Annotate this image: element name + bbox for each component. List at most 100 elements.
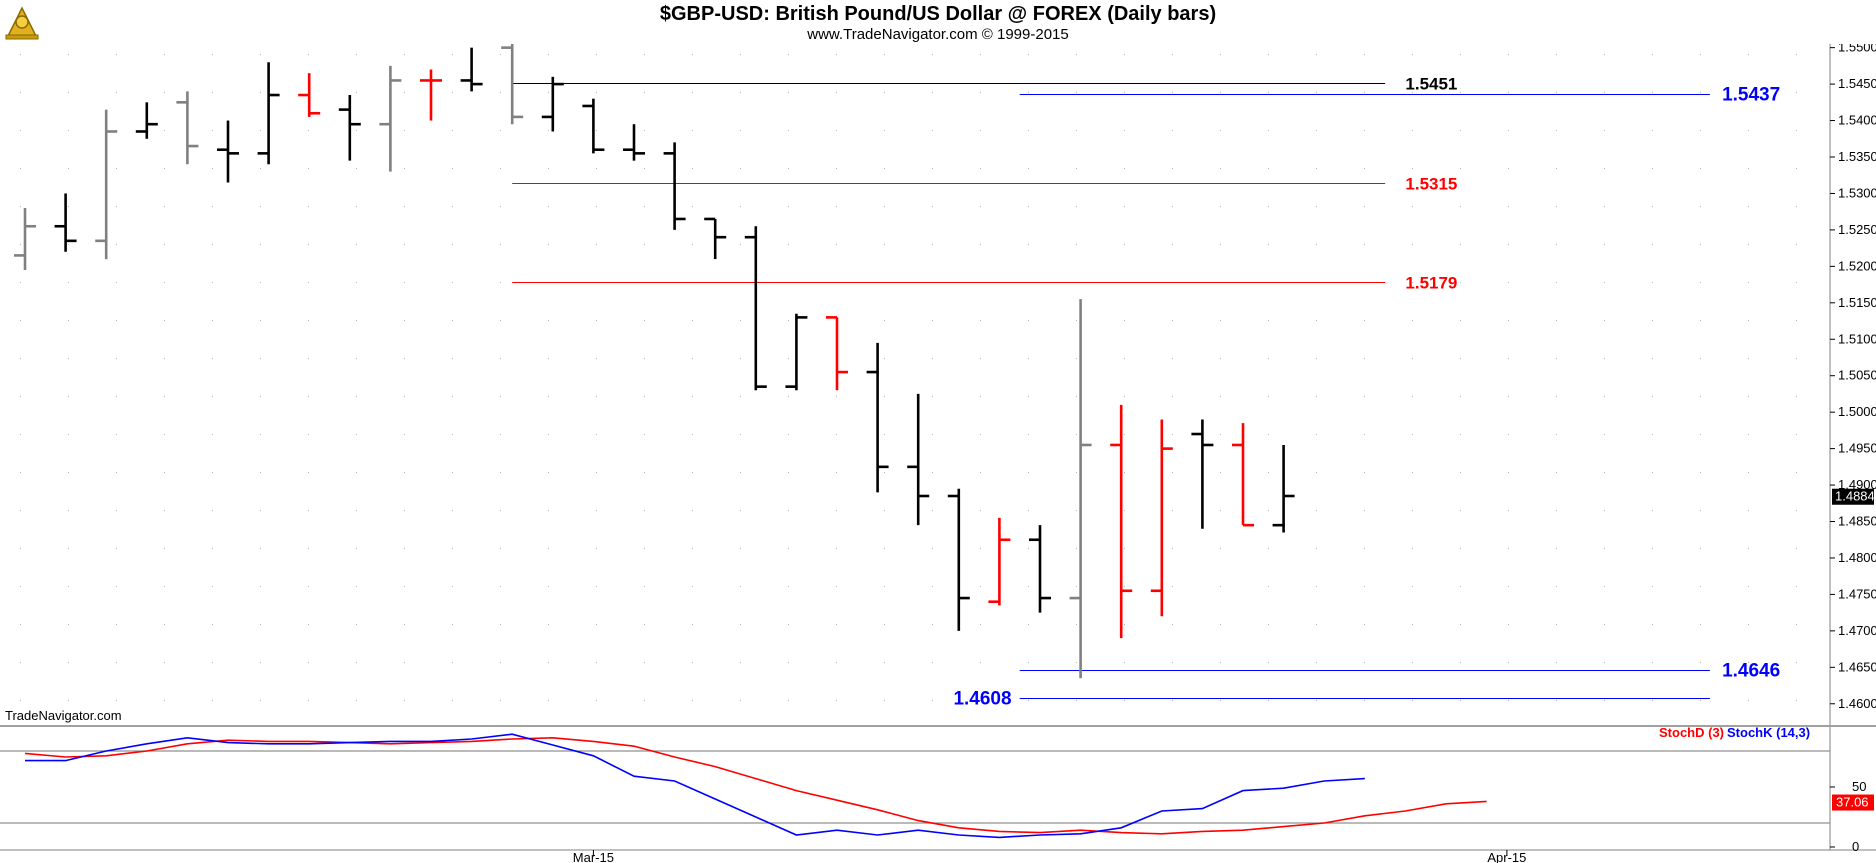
grid-dot bbox=[692, 662, 693, 663]
grid-dot bbox=[1460, 472, 1461, 473]
grid-dot bbox=[164, 92, 165, 93]
grid-dot bbox=[884, 548, 885, 549]
grid-dot bbox=[68, 320, 69, 321]
grid-dot bbox=[1652, 320, 1653, 321]
grid-dot bbox=[692, 510, 693, 511]
ohlc-bar bbox=[826, 316, 848, 391]
grid-dot bbox=[1556, 624, 1557, 625]
grid-dot bbox=[1556, 662, 1557, 663]
grid-dot bbox=[404, 548, 405, 549]
grid-dot bbox=[116, 700, 117, 701]
grid-dot bbox=[1604, 130, 1605, 131]
grid-dot bbox=[1124, 700, 1125, 701]
grid-dot bbox=[308, 624, 309, 625]
grid-dot bbox=[1316, 130, 1317, 131]
grid-dot bbox=[1748, 434, 1749, 435]
price-tick-label: 1.4650 bbox=[1838, 659, 1876, 674]
grid-dot bbox=[932, 434, 933, 435]
grid-dot bbox=[1316, 206, 1317, 207]
grid-dot bbox=[1508, 510, 1509, 511]
price-tick-label: 1.4600 bbox=[1838, 696, 1876, 711]
grid-dot bbox=[788, 700, 789, 701]
grid-dot bbox=[164, 244, 165, 245]
grid-dot bbox=[1316, 472, 1317, 473]
grid-dot bbox=[836, 168, 837, 169]
grid-dot bbox=[1604, 320, 1605, 321]
grid-dot bbox=[1700, 586, 1701, 587]
grid-dot bbox=[1220, 206, 1221, 207]
grid-dot bbox=[356, 206, 357, 207]
grid-dot bbox=[1652, 586, 1653, 587]
grid-dot bbox=[692, 168, 693, 169]
stoch-last-label: 37.06 bbox=[1836, 795, 1869, 810]
grid-dot bbox=[452, 624, 453, 625]
price-tick-label: 1.4800 bbox=[1838, 550, 1876, 565]
grid-dot bbox=[692, 434, 693, 435]
ohlc-bar bbox=[298, 73, 321, 117]
grid-dot bbox=[884, 54, 885, 55]
grid-dot bbox=[1028, 320, 1029, 321]
price-tick-label: 1.5450 bbox=[1838, 76, 1876, 91]
grid-dot bbox=[692, 244, 693, 245]
grid-dot bbox=[308, 244, 309, 245]
grid-dot bbox=[980, 586, 981, 587]
grid-dot bbox=[692, 54, 693, 55]
grid-dot bbox=[1700, 700, 1701, 701]
grid-dot bbox=[1508, 130, 1509, 131]
grid-dot bbox=[1028, 434, 1029, 435]
grid-dot bbox=[1508, 358, 1509, 359]
grid-dot bbox=[404, 434, 405, 435]
grid-dot bbox=[644, 700, 645, 701]
grid-dot bbox=[164, 396, 165, 397]
grid-dot bbox=[308, 206, 309, 207]
grid-dot bbox=[260, 54, 261, 55]
grid-dot bbox=[500, 54, 501, 55]
grid-dot bbox=[1316, 244, 1317, 245]
grid-dot bbox=[1460, 586, 1461, 587]
grid-dot bbox=[500, 320, 501, 321]
grid-dot bbox=[1172, 586, 1173, 587]
grid-dot bbox=[548, 320, 549, 321]
grid-dot bbox=[1220, 510, 1221, 511]
grid-dot bbox=[1460, 662, 1461, 663]
grid-dot bbox=[500, 206, 501, 207]
grid-dot bbox=[404, 320, 405, 321]
ohlc-bar bbox=[704, 217, 727, 260]
ohlc-bar bbox=[379, 65, 402, 172]
grid-dot bbox=[596, 130, 597, 131]
grid-dot bbox=[404, 396, 405, 397]
grid-dot bbox=[308, 510, 309, 511]
grid-dot bbox=[1076, 434, 1077, 435]
grid-dot bbox=[308, 472, 309, 473]
grid-dot bbox=[1268, 92, 1269, 93]
grid-dot bbox=[164, 510, 165, 511]
grid-dot bbox=[1220, 92, 1221, 93]
grid-dot bbox=[932, 472, 933, 473]
grid-dot bbox=[1364, 244, 1365, 245]
grid-dot bbox=[644, 396, 645, 397]
grid-dot bbox=[644, 472, 645, 473]
grid-dot bbox=[1604, 282, 1605, 283]
grid-dot bbox=[548, 358, 549, 359]
grid-dot bbox=[1028, 662, 1029, 663]
grid-dot bbox=[404, 586, 405, 587]
grid-dot bbox=[1508, 92, 1509, 93]
grid-dot bbox=[1652, 624, 1653, 625]
grid-dot bbox=[1748, 130, 1749, 131]
grid-dot bbox=[500, 624, 501, 625]
grid-dot bbox=[932, 358, 933, 359]
grid-dot bbox=[212, 548, 213, 549]
grid-dot bbox=[1028, 358, 1029, 359]
grid-dot bbox=[596, 700, 597, 701]
grid-dot bbox=[68, 358, 69, 359]
grid-dot bbox=[452, 54, 453, 55]
grid-dot bbox=[1220, 396, 1221, 397]
grid-dot bbox=[260, 624, 261, 625]
grid-dot bbox=[452, 586, 453, 587]
grid-dot bbox=[644, 54, 645, 55]
grid-dot bbox=[1220, 434, 1221, 435]
grid-dot bbox=[1460, 320, 1461, 321]
grid-dot bbox=[1652, 548, 1653, 549]
grid-dot bbox=[836, 396, 837, 397]
ohlc-bar bbox=[176, 91, 199, 165]
